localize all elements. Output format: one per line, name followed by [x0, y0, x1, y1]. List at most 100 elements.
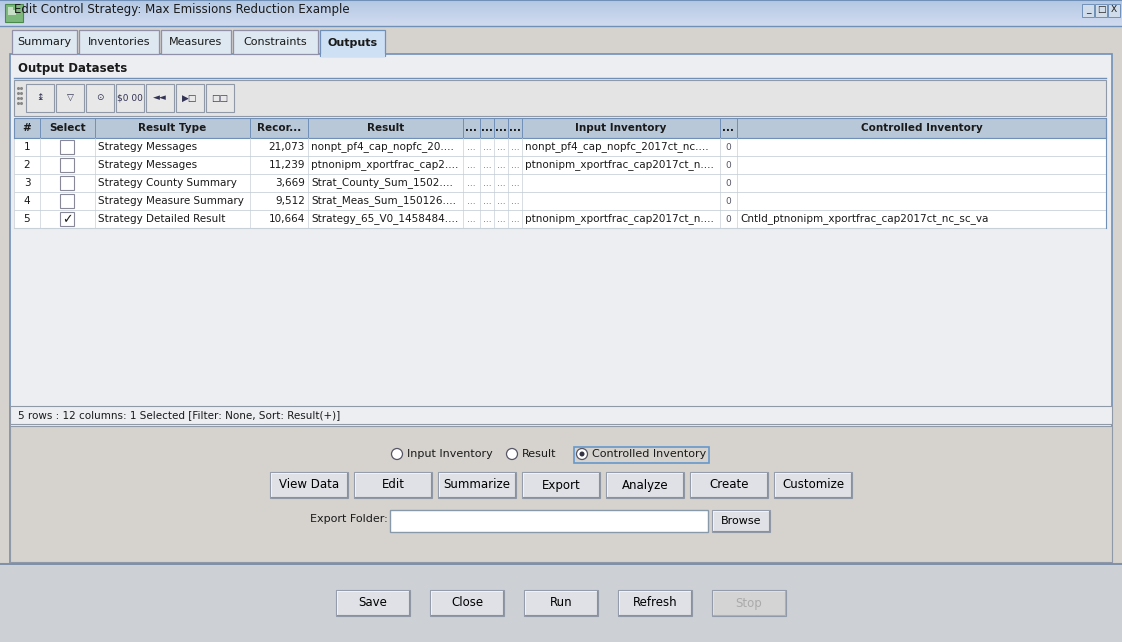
Circle shape	[577, 449, 588, 460]
Text: 21,073: 21,073	[268, 142, 305, 152]
Text: Close: Close	[451, 596, 484, 609]
Bar	[1095, 4, 1107, 17]
Text: ...: ...	[466, 123, 478, 133]
Bar	[0, 10, 1122, 11]
Bar	[774, 472, 852, 498]
Text: ...: ...	[482, 196, 491, 205]
Bar	[13, 10, 16, 15]
Text: Create: Create	[709, 478, 748, 492]
Text: Analyze: Analyze	[622, 478, 669, 492]
Bar	[0, 22, 1122, 23]
Text: ⊙: ⊙	[96, 94, 103, 103]
Bar	[206, 84, 234, 112]
Text: ...: ...	[497, 143, 505, 152]
Text: 11,239: 11,239	[268, 160, 305, 170]
Text: ...: ...	[509, 123, 521, 133]
Text: Summarize: Summarize	[443, 478, 511, 492]
Text: 4: 4	[24, 196, 30, 206]
Bar	[712, 510, 770, 532]
Bar	[524, 590, 598, 616]
Circle shape	[392, 449, 403, 460]
Text: Edit Control Strategy: Max Emissions Reduction Example: Edit Control Strategy: Max Emissions Red…	[13, 3, 350, 16]
Text: Browse: Browse	[720, 516, 761, 526]
Text: Input Inventory: Input Inventory	[576, 123, 666, 133]
Text: ◄◄: ◄◄	[153, 94, 167, 103]
Bar	[10, 426, 1112, 562]
Bar	[13, 210, 1106, 228]
Text: ...: ...	[497, 160, 505, 169]
Bar	[712, 590, 787, 616]
Bar	[390, 510, 708, 532]
Bar	[56, 84, 84, 112]
Bar	[116, 84, 144, 112]
Text: ...: ...	[511, 214, 519, 223]
Text: ...: ...	[482, 214, 491, 223]
Bar	[0, 20, 1122, 21]
Text: Stop: Stop	[736, 596, 762, 609]
Bar	[0, 24, 1122, 25]
Bar	[10, 54, 1112, 564]
Text: Inventories: Inventories	[88, 37, 150, 47]
Text: Strategy County Summary: Strategy County Summary	[98, 178, 237, 188]
Text: Refresh: Refresh	[633, 596, 678, 609]
Text: ▶□: ▶□	[182, 94, 197, 103]
Bar	[61, 140, 74, 154]
Bar	[0, 5, 1122, 6]
Text: Edit: Edit	[381, 478, 405, 492]
Bar	[61, 212, 74, 226]
Text: ...: ...	[467, 196, 476, 205]
Text: ptnonipm_xportfrac_cap2017ct_n....: ptnonipm_xportfrac_cap2017ct_n....	[525, 214, 714, 225]
Bar	[61, 158, 74, 172]
Text: ...: ...	[511, 160, 519, 169]
Text: Strategy Messages: Strategy Messages	[98, 142, 197, 152]
Text: 5: 5	[24, 214, 30, 224]
Bar	[0, 1, 1122, 2]
Text: ptnonipm_xportfrac_cap2....: ptnonipm_xportfrac_cap2....	[311, 160, 459, 171]
Bar	[86, 84, 114, 112]
Text: 0: 0	[726, 178, 732, 187]
Text: Result: Result	[522, 449, 557, 459]
Bar	[0, 23, 1122, 24]
Text: Customize: Customize	[782, 478, 844, 492]
Bar	[321, 54, 385, 57]
Text: 0: 0	[726, 196, 732, 205]
Text: ...: ...	[511, 196, 519, 205]
Text: ...: ...	[511, 178, 519, 187]
Bar	[0, 12, 1122, 13]
Bar	[79, 30, 159, 54]
Bar	[0, 21, 1122, 22]
Bar	[0, 17, 1122, 18]
Text: ▽: ▽	[66, 94, 73, 103]
Text: ...: ...	[467, 143, 476, 152]
Text: #: #	[22, 123, 31, 133]
Text: ...: ...	[467, 214, 476, 223]
Text: Run: Run	[550, 596, 572, 609]
Bar	[4, 4, 22, 22]
Text: Result: Result	[367, 123, 404, 133]
Bar	[10, 406, 1112, 424]
Bar	[13, 80, 1106, 116]
Text: 3: 3	[24, 178, 30, 188]
Text: Export Folder:: Export Folder:	[310, 514, 388, 524]
Text: Cntld_ptnonipm_xportfrac_cap2017ct_nc_sc_va: Cntld_ptnonipm_xportfrac_cap2017ct_nc_sc…	[741, 214, 988, 225]
Bar	[0, 3, 1122, 4]
Bar	[0, 2, 1122, 3]
Text: Export: Export	[542, 478, 580, 492]
Bar	[0, 0, 1122, 1]
Text: ...: ...	[723, 123, 735, 133]
Bar	[61, 194, 74, 208]
Bar	[61, 176, 74, 190]
Text: 0: 0	[726, 160, 732, 169]
Text: Strategy Detailed Result: Strategy Detailed Result	[98, 214, 226, 224]
Text: ...: ...	[511, 143, 519, 152]
Text: X: X	[1111, 5, 1118, 14]
Text: View Data: View Data	[279, 478, 339, 492]
Text: 10,664: 10,664	[268, 214, 305, 224]
Bar	[574, 447, 709, 463]
Bar	[233, 30, 318, 54]
Bar	[146, 84, 174, 112]
Bar	[0, 18, 1122, 19]
Bar	[0, 7, 1122, 8]
Text: nonpt_pf4_cap_nopfc_2017ct_nc....: nonpt_pf4_cap_nopfc_2017ct_nc....	[525, 141, 709, 152]
Bar	[0, 566, 1122, 642]
